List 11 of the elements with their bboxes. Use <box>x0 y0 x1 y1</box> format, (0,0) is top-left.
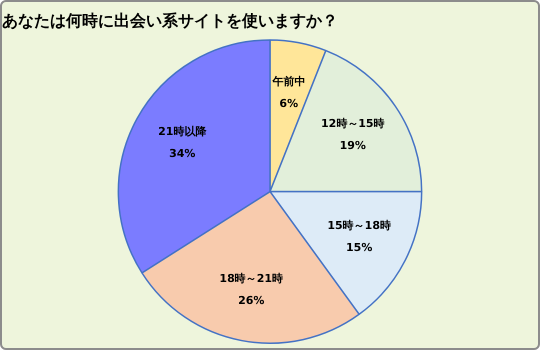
chart-title: あなたは何時に出会い系サイトを使いますか？ <box>2 10 338 30</box>
data-label: 19% <box>340 139 366 152</box>
slice-label: 15時～18時 <box>327 218 391 232</box>
slice-label: 12時～15時 <box>320 117 385 130</box>
data-label: 26% <box>238 294 264 307</box>
data-label: 15% <box>346 240 372 254</box>
slice-label: 18時～21時 <box>219 272 284 285</box>
slice-label: 21時以降 <box>158 125 208 138</box>
data-label: 6% <box>279 97 298 110</box>
data-label: 34% <box>169 147 196 160</box>
slice-label: 午前中 <box>271 75 306 88</box>
